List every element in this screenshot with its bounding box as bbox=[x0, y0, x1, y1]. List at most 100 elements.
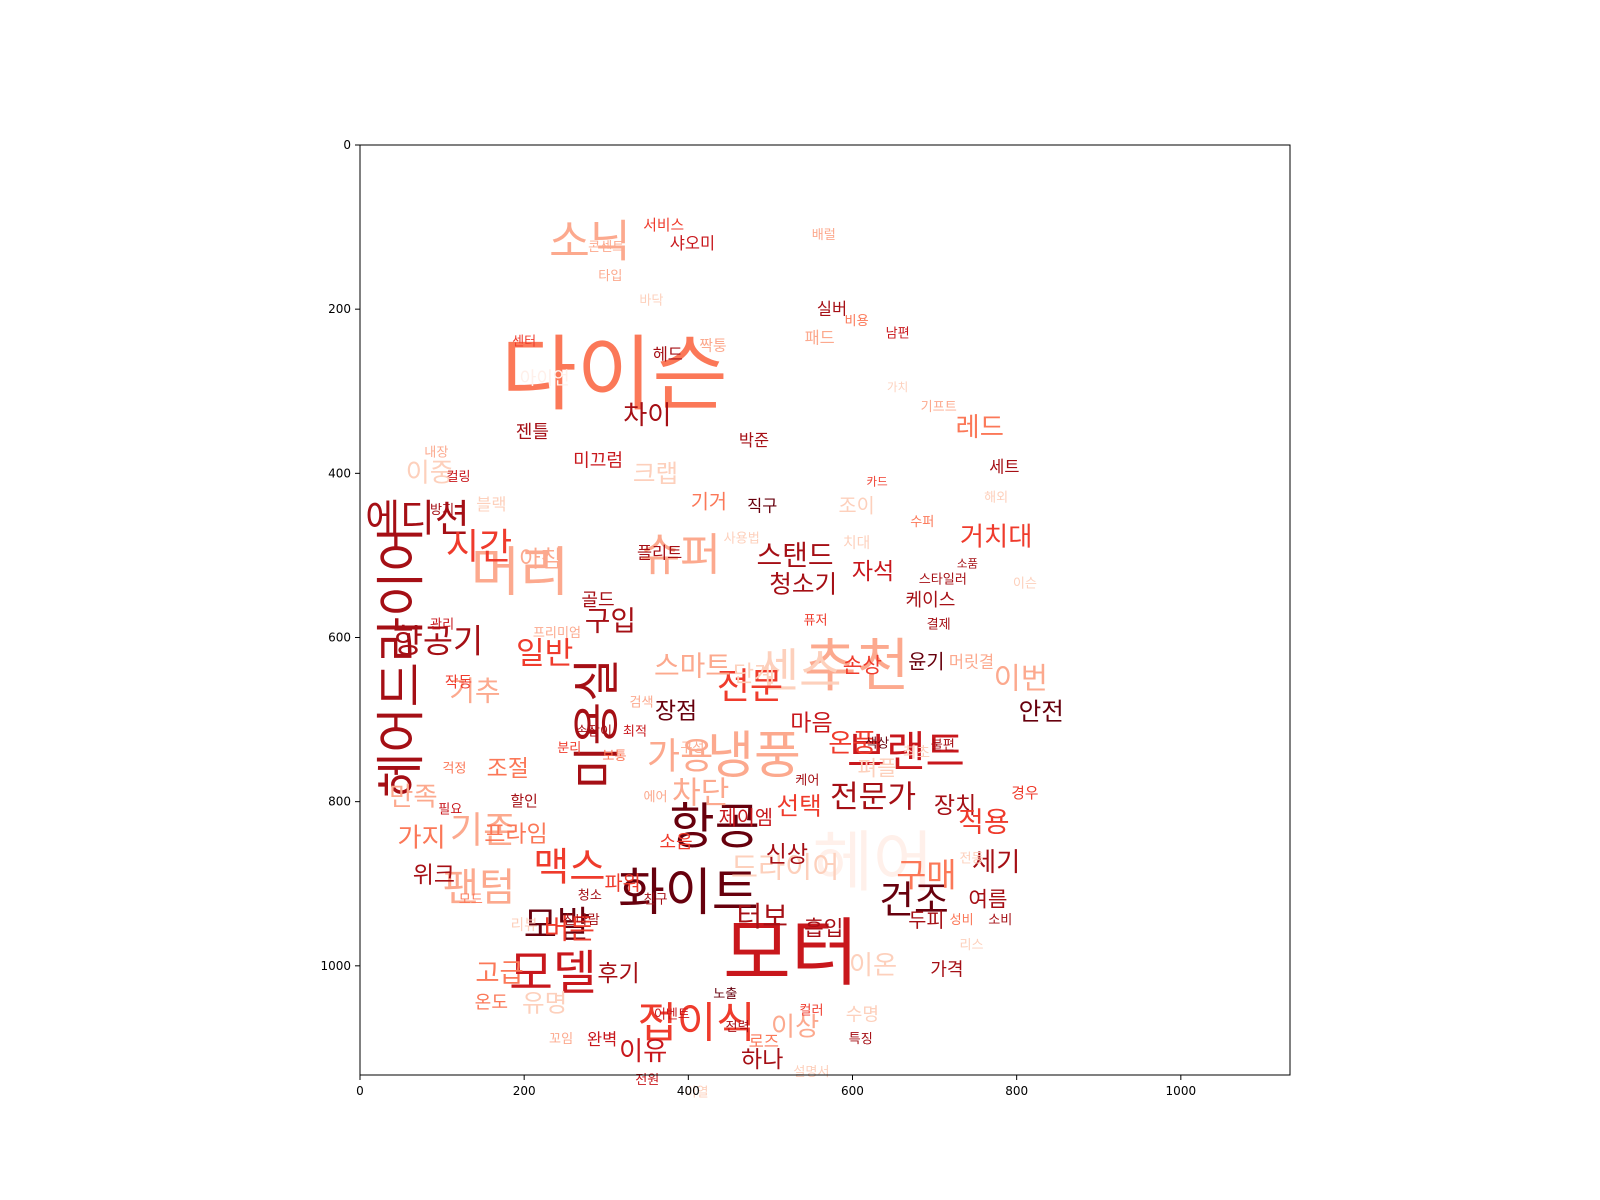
word-47: 안전 bbox=[1019, 697, 1064, 726]
word-48: 손상 bbox=[843, 654, 882, 679]
word-40: 단계 bbox=[733, 661, 775, 687]
word-126: 손잡이 bbox=[576, 723, 612, 739]
word-39: 스마트 bbox=[654, 650, 731, 683]
plot-frame bbox=[359, 144, 1291, 1076]
plot-area bbox=[360, 145, 1290, 1075]
word-52: 온풍 bbox=[828, 729, 876, 759]
word-134: 케어 bbox=[795, 773, 819, 789]
word-121: 블랙 bbox=[476, 495, 506, 514]
word-154: 이온 bbox=[849, 951, 897, 981]
word-71: 고급 bbox=[475, 959, 523, 989]
word-17: 에디션 bbox=[365, 496, 469, 540]
word-105: 바닥 bbox=[639, 292, 663, 308]
word-158: 이벤트 bbox=[654, 1007, 690, 1023]
word-138: 경우 bbox=[1011, 785, 1038, 802]
word-128: 분리 bbox=[557, 740, 581, 756]
word-69: 이유 bbox=[619, 1037, 667, 1067]
word-147: 특징 bbox=[849, 1031, 873, 1047]
word-31: 거치대 bbox=[960, 522, 1033, 552]
word-116: 스타일러 bbox=[919, 572, 967, 588]
word-15: 접이식 bbox=[638, 998, 756, 1048]
word-16: 맥스 bbox=[533, 844, 605, 890]
x-tick-label-5: 1000 bbox=[1166, 1084, 1197, 1098]
word-131: 색상 bbox=[865, 736, 889, 752]
word-132: 최초 bbox=[903, 744, 930, 761]
word-53: 펴플 bbox=[858, 756, 897, 781]
word-13: 브랜드 bbox=[847, 727, 965, 777]
word-41: 일반 bbox=[516, 636, 573, 672]
word-4: 화이트 bbox=[618, 864, 758, 923]
word-99: 남편 bbox=[886, 325, 910, 341]
word-65: 소비 bbox=[988, 912, 1012, 928]
x-axis: 0 200 400 600 800 1000 bbox=[356, 1075, 1196, 1098]
word-70: 후기 bbox=[597, 961, 639, 987]
word-79: 프라임 bbox=[484, 821, 547, 847]
word-85: 기거 bbox=[691, 491, 727, 514]
word-136: 필요 bbox=[438, 801, 462, 817]
word-152: 로즈 bbox=[749, 1032, 779, 1051]
y-tick-label-2: 400 bbox=[328, 466, 351, 480]
word-11: 센스 bbox=[757, 643, 842, 697]
word-145: 전력 bbox=[726, 1019, 750, 1035]
word-104: 타입 bbox=[598, 268, 622, 284]
word-86: 직구 bbox=[747, 497, 777, 516]
word-123: 관리 bbox=[430, 617, 454, 633]
word-80: 파워 bbox=[605, 872, 641, 895]
word-77: 조절 bbox=[487, 756, 529, 782]
word-20: 전문 bbox=[717, 666, 783, 708]
word-88: 플리트 bbox=[637, 543, 682, 562]
word-42: 구입 bbox=[585, 605, 636, 638]
word-103: 콘센트 bbox=[588, 239, 624, 255]
word-109: 내장 bbox=[424, 444, 448, 460]
x-tick-label-0: 0 bbox=[356, 1084, 364, 1098]
word-63: 두피 bbox=[908, 909, 944, 932]
word-35: 이중 bbox=[406, 458, 454, 488]
word-9: 머리 bbox=[471, 540, 569, 603]
word-44: 기추 bbox=[449, 674, 500, 707]
word-68: 하나 bbox=[741, 1047, 783, 1073]
word-18: 시간 bbox=[446, 526, 512, 568]
x-tick-label-2: 400 bbox=[677, 1084, 700, 1098]
word-146: 컬러 bbox=[799, 1002, 823, 1018]
x-tick-label-3: 600 bbox=[841, 1084, 864, 1098]
word-32: 레드 bbox=[956, 413, 1004, 443]
word-101: 서비스 bbox=[643, 217, 684, 234]
word-135: 에어 bbox=[643, 789, 667, 805]
word-37: 자석 bbox=[852, 559, 894, 585]
word-34: 크랩 bbox=[633, 459, 678, 488]
word-144: 노출 bbox=[713, 986, 737, 1002]
word-142: 모드 bbox=[459, 893, 483, 908]
word-124: 프리미엄 bbox=[533, 625, 581, 641]
word-114: 치대 bbox=[843, 535, 870, 552]
word-2: 추천 bbox=[804, 633, 910, 700]
word-75: 가지 bbox=[397, 824, 445, 854]
word-8: 헤어드라이어 bbox=[372, 526, 430, 798]
word-83: 제이엠 bbox=[719, 807, 773, 830]
word-36: 청소기 bbox=[769, 570, 837, 599]
word-51: 마음 bbox=[790, 711, 832, 737]
word-98: 비용 bbox=[845, 313, 869, 329]
word-113: 수퍼 bbox=[910, 514, 934, 530]
word-122: 방지 bbox=[430, 502, 454, 518]
word-133: 불편 bbox=[931, 737, 955, 753]
word-21: 가용 bbox=[647, 736, 713, 778]
word-155: 리스 bbox=[959, 937, 983, 953]
word-107: 기프트 bbox=[921, 399, 957, 415]
word-66: 가격 bbox=[930, 959, 963, 980]
word-82: 소음 bbox=[659, 832, 692, 853]
word-92: 박준 bbox=[739, 431, 769, 450]
word-97: 실버 bbox=[817, 300, 847, 319]
word-27: 기존 bbox=[450, 809, 516, 851]
word-94: 헤드 bbox=[653, 345, 683, 364]
word-125: 검색 bbox=[629, 695, 653, 711]
word-46: 이번 bbox=[994, 662, 1048, 696]
word-81: 버튼 bbox=[544, 912, 595, 945]
word-19: 항공기 bbox=[393, 623, 484, 661]
word-76: 만족 bbox=[389, 783, 437, 813]
word-58: 적용 bbox=[958, 806, 1009, 839]
word-57: 장치 bbox=[934, 793, 976, 819]
y-tick-label-5: 1000 bbox=[320, 959, 351, 973]
word-96: 패드 bbox=[805, 328, 835, 347]
word-112: 해외 bbox=[984, 489, 1008, 505]
word-14: 헤어 bbox=[813, 825, 934, 901]
